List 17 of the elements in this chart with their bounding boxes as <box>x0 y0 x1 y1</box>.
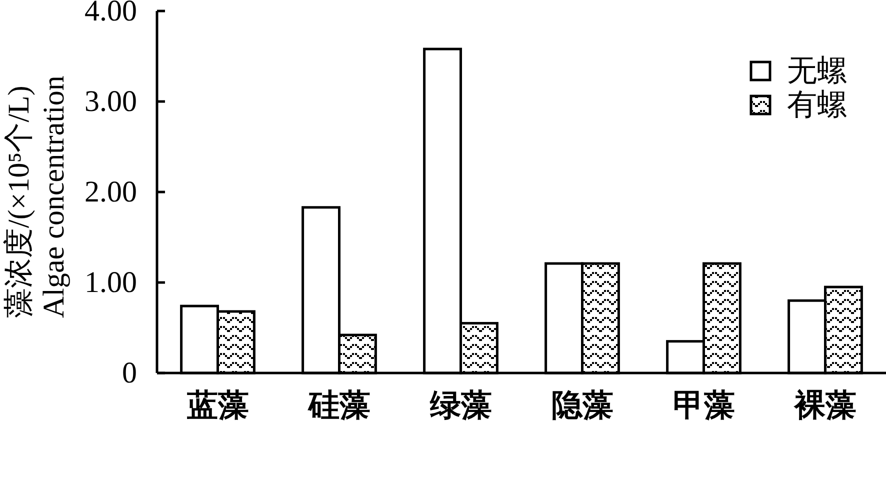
ytick: 2.00 <box>84 176 137 208</box>
legend-item: 无螺 <box>750 54 847 88</box>
legend-label: 有螺 <box>787 88 847 122</box>
xtick: 裸藻 <box>794 388 856 422</box>
xtick: 绿藻 <box>430 388 492 422</box>
legend-item: 有螺 <box>750 88 847 122</box>
ytick: 1.00 <box>84 266 137 299</box>
ytick: 4.00 <box>84 0 137 28</box>
ytick: 0 <box>122 356 137 390</box>
xtick: 隐藻 <box>551 388 614 422</box>
ytick: 3.00 <box>84 85 137 118</box>
legend-label: 无螺 <box>787 54 847 88</box>
xtick: 硅藻 <box>308 388 370 422</box>
ylabel: Algae concentration <box>38 76 70 318</box>
xtick: 甲藻 <box>672 388 735 422</box>
ylabel: 藻浓度/(×10⁵个/L) <box>2 86 36 318</box>
xtick: 蓝藻 <box>186 388 249 422</box>
